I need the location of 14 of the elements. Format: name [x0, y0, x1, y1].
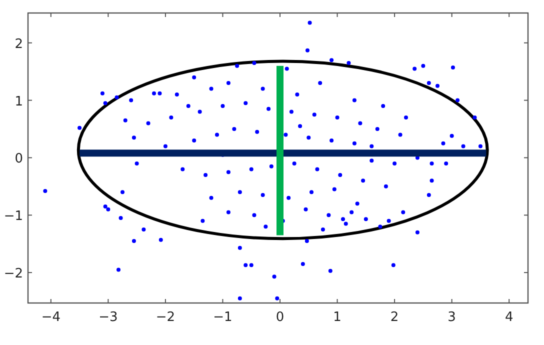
- y-tick-label: −1: [4, 209, 23, 224]
- x-tick-label: −1: [213, 310, 232, 325]
- x-tick-label: 4: [504, 310, 514, 325]
- x-tick-label: 3: [448, 310, 456, 325]
- x-tick-label: −3: [98, 310, 118, 325]
- y-tick-label: −2: [4, 266, 23, 282]
- x-tick-label: −4: [41, 310, 60, 325]
- y-tick-label: 1: [14, 94, 23, 110]
- x-tick-label: −2: [156, 310, 176, 325]
- y-tick-label: 2: [14, 36, 23, 52]
- x-tick-label: 0: [276, 310, 284, 325]
- x-tick-label: 1: [333, 310, 342, 325]
- x-tick-label: 2: [390, 310, 399, 325]
- y-tick-label: 0: [14, 152, 23, 167]
